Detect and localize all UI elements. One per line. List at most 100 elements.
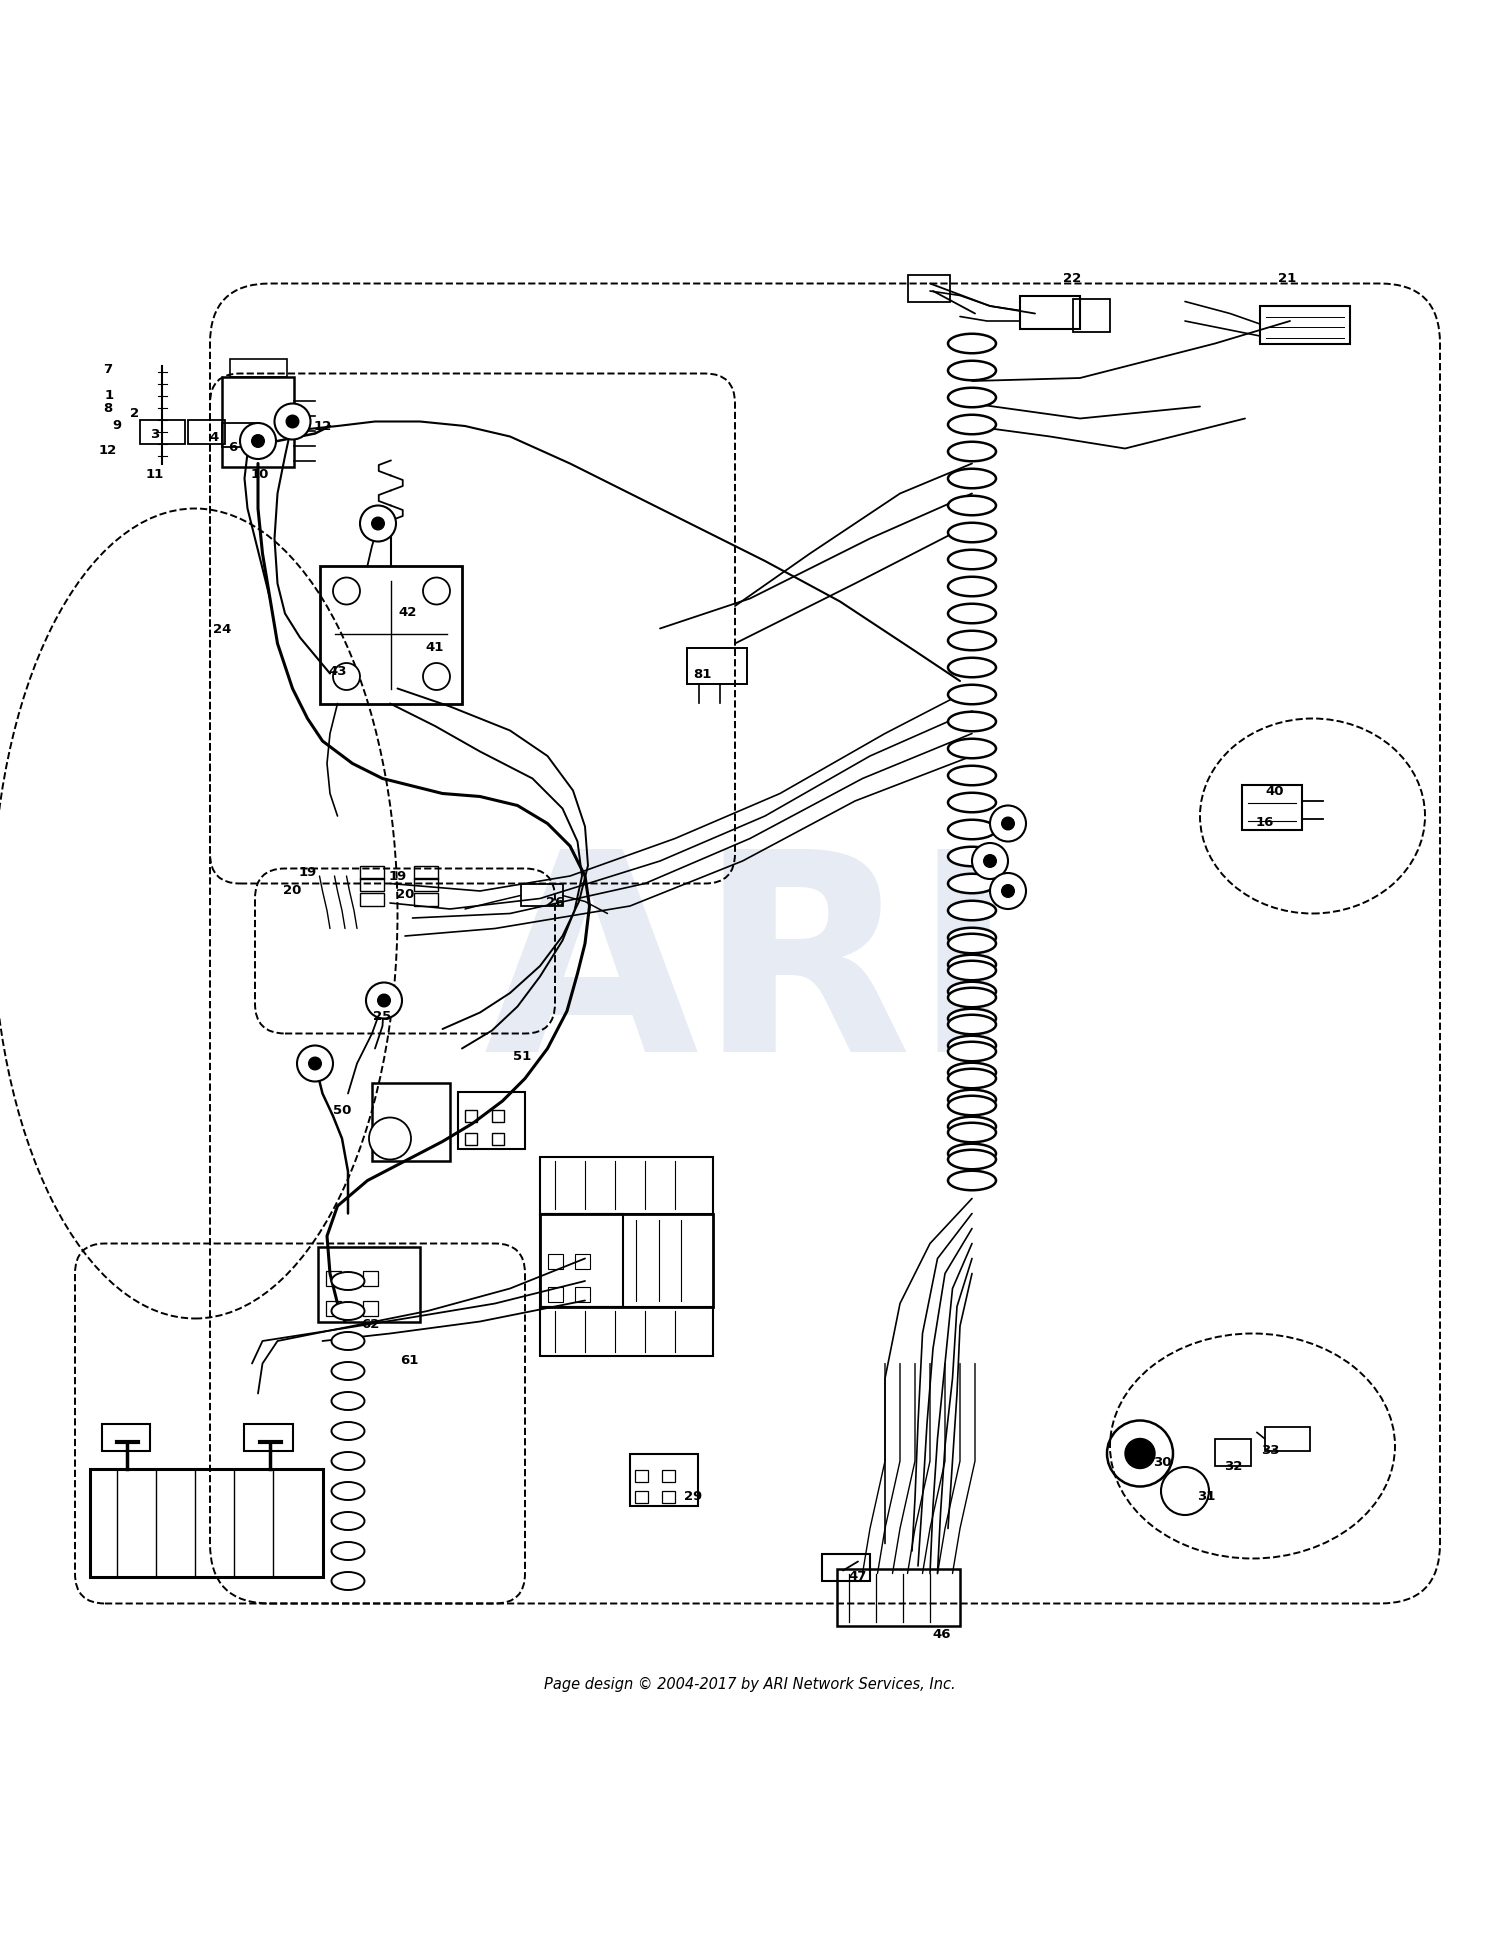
Bar xyxy=(662,1471,675,1482)
Ellipse shape xyxy=(948,740,996,760)
Bar xyxy=(1215,1440,1251,1465)
Ellipse shape xyxy=(948,766,996,785)
Circle shape xyxy=(366,984,402,1019)
Bar xyxy=(414,867,438,880)
Text: 46: 46 xyxy=(933,1627,951,1640)
Ellipse shape xyxy=(948,1069,996,1089)
Ellipse shape xyxy=(948,1171,996,1190)
Ellipse shape xyxy=(948,935,996,955)
Bar xyxy=(574,1288,590,1303)
Bar xyxy=(320,567,462,703)
Text: 51: 51 xyxy=(513,1050,531,1064)
Bar xyxy=(465,1134,477,1145)
Circle shape xyxy=(990,806,1026,842)
Bar xyxy=(230,358,286,378)
Text: 20: 20 xyxy=(396,888,414,902)
Ellipse shape xyxy=(948,847,996,867)
Circle shape xyxy=(423,664,450,692)
Bar xyxy=(414,892,438,906)
Ellipse shape xyxy=(948,658,996,678)
Bar xyxy=(102,1424,150,1451)
Text: 47: 47 xyxy=(849,1568,867,1582)
Bar xyxy=(326,1270,340,1286)
Bar xyxy=(1260,308,1350,345)
Text: 29: 29 xyxy=(684,1488,702,1502)
Ellipse shape xyxy=(948,1064,996,1083)
Ellipse shape xyxy=(948,524,996,543)
Text: 81: 81 xyxy=(693,668,711,680)
Text: 19: 19 xyxy=(298,865,316,879)
Ellipse shape xyxy=(948,469,996,489)
Circle shape xyxy=(984,855,996,869)
Text: 31: 31 xyxy=(1197,1488,1215,1502)
Ellipse shape xyxy=(332,1332,364,1350)
Bar xyxy=(548,1255,562,1270)
Bar xyxy=(188,421,225,444)
Ellipse shape xyxy=(948,713,996,732)
Ellipse shape xyxy=(948,686,996,705)
Ellipse shape xyxy=(332,1272,364,1290)
Ellipse shape xyxy=(948,497,996,516)
Text: Page design © 2004-2017 by ARI Network Services, Inc.: Page design © 2004-2017 by ARI Network S… xyxy=(544,1675,956,1691)
Bar xyxy=(458,1093,525,1149)
Text: 24: 24 xyxy=(213,623,231,635)
Ellipse shape xyxy=(948,1143,996,1163)
Ellipse shape xyxy=(948,960,996,980)
Bar xyxy=(244,1424,292,1451)
Circle shape xyxy=(309,1058,321,1069)
Circle shape xyxy=(378,995,390,1007)
Text: 9: 9 xyxy=(112,419,122,432)
Bar xyxy=(360,867,384,880)
Ellipse shape xyxy=(948,442,996,462)
Circle shape xyxy=(252,436,264,448)
Text: 3: 3 xyxy=(150,429,159,440)
Circle shape xyxy=(1002,818,1014,830)
Bar xyxy=(318,1247,420,1323)
Ellipse shape xyxy=(948,793,996,812)
Ellipse shape xyxy=(332,1482,364,1500)
Ellipse shape xyxy=(948,335,996,355)
Ellipse shape xyxy=(332,1543,364,1560)
Bar xyxy=(630,1453,698,1506)
Bar xyxy=(326,1301,340,1315)
Ellipse shape xyxy=(948,388,996,407)
Text: 12: 12 xyxy=(314,421,332,432)
Bar xyxy=(1264,1426,1310,1451)
Ellipse shape xyxy=(948,1009,996,1029)
Bar xyxy=(1242,785,1302,830)
Bar xyxy=(414,879,438,892)
Text: 8: 8 xyxy=(104,403,112,415)
Circle shape xyxy=(972,843,1008,880)
Text: 12: 12 xyxy=(99,444,117,458)
Circle shape xyxy=(990,873,1026,910)
Text: 2: 2 xyxy=(130,407,140,419)
Text: 62: 62 xyxy=(362,1317,380,1330)
Circle shape xyxy=(333,579,360,606)
Bar xyxy=(540,1157,712,1214)
Ellipse shape xyxy=(948,362,996,382)
Text: 25: 25 xyxy=(374,1009,392,1023)
Circle shape xyxy=(369,1118,411,1159)
Text: 6: 6 xyxy=(228,442,237,454)
Bar xyxy=(363,1301,378,1315)
Ellipse shape xyxy=(948,955,996,974)
Bar xyxy=(822,1555,870,1582)
Text: 19: 19 xyxy=(388,871,406,882)
Bar xyxy=(908,275,950,302)
Ellipse shape xyxy=(948,1124,996,1143)
Bar xyxy=(222,425,255,448)
Text: 33: 33 xyxy=(1262,1443,1280,1455)
Circle shape xyxy=(240,425,276,460)
Text: 21: 21 xyxy=(1278,273,1296,284)
Text: 43: 43 xyxy=(328,664,346,678)
Bar xyxy=(540,1307,712,1356)
Ellipse shape xyxy=(948,820,996,840)
Text: 42: 42 xyxy=(399,606,417,619)
Text: ARI: ARI xyxy=(484,840,1016,1108)
Ellipse shape xyxy=(332,1393,364,1410)
Bar xyxy=(540,1214,622,1307)
Ellipse shape xyxy=(332,1422,364,1440)
Ellipse shape xyxy=(948,577,996,596)
Text: 16: 16 xyxy=(1256,816,1274,830)
Text: 30: 30 xyxy=(1154,1455,1172,1467)
